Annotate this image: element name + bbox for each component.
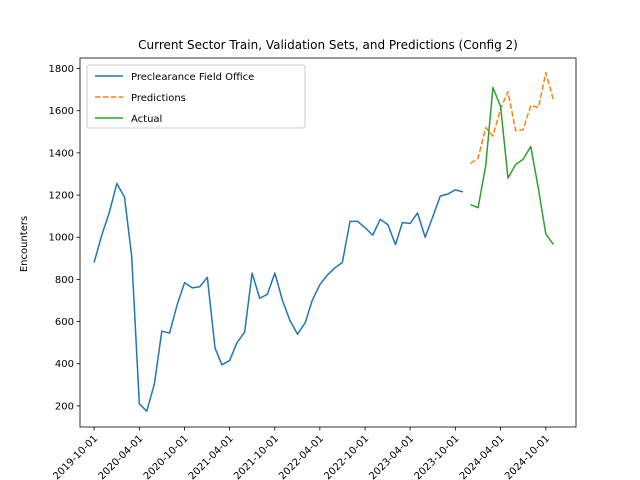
y-tick-label: 1400: [49, 148, 74, 159]
y-axis: 200 400 600 800 1000 1200 1400 1600 1800: [49, 64, 80, 412]
y-tick-label: 200: [55, 401, 74, 412]
series-line-predictions: [469, 72, 555, 165]
legend-box: [86, 64, 306, 129]
y-tick-label: 1000: [49, 233, 74, 244]
plot-area: [93, 72, 555, 412]
y-tick-label: 1800: [49, 64, 74, 75]
legend: Preclearance Field Office Predictions Actu…: [86, 64, 306, 129]
series-line-preclearance-field-office: [93, 182, 464, 412]
chart-title: Current Sector Train, Validation Sets, a…: [138, 38, 518, 52]
plot-frame: [79, 57, 577, 428]
y-axis-label: Encounters: [19, 216, 30, 272]
legend-label: Actual: [131, 114, 162, 125]
y-tick-label: 1600: [49, 106, 74, 117]
legend-label: Preclearance Field Office: [131, 72, 254, 83]
y-tick-label: 400: [55, 359, 74, 370]
legend-label: Predictions: [131, 93, 186, 104]
y-tick-label: 1200: [49, 191, 74, 202]
y-tick-label: 800: [55, 275, 74, 286]
y-tick-label: 600: [55, 317, 74, 328]
series-line-actual: [470, 86, 555, 246]
